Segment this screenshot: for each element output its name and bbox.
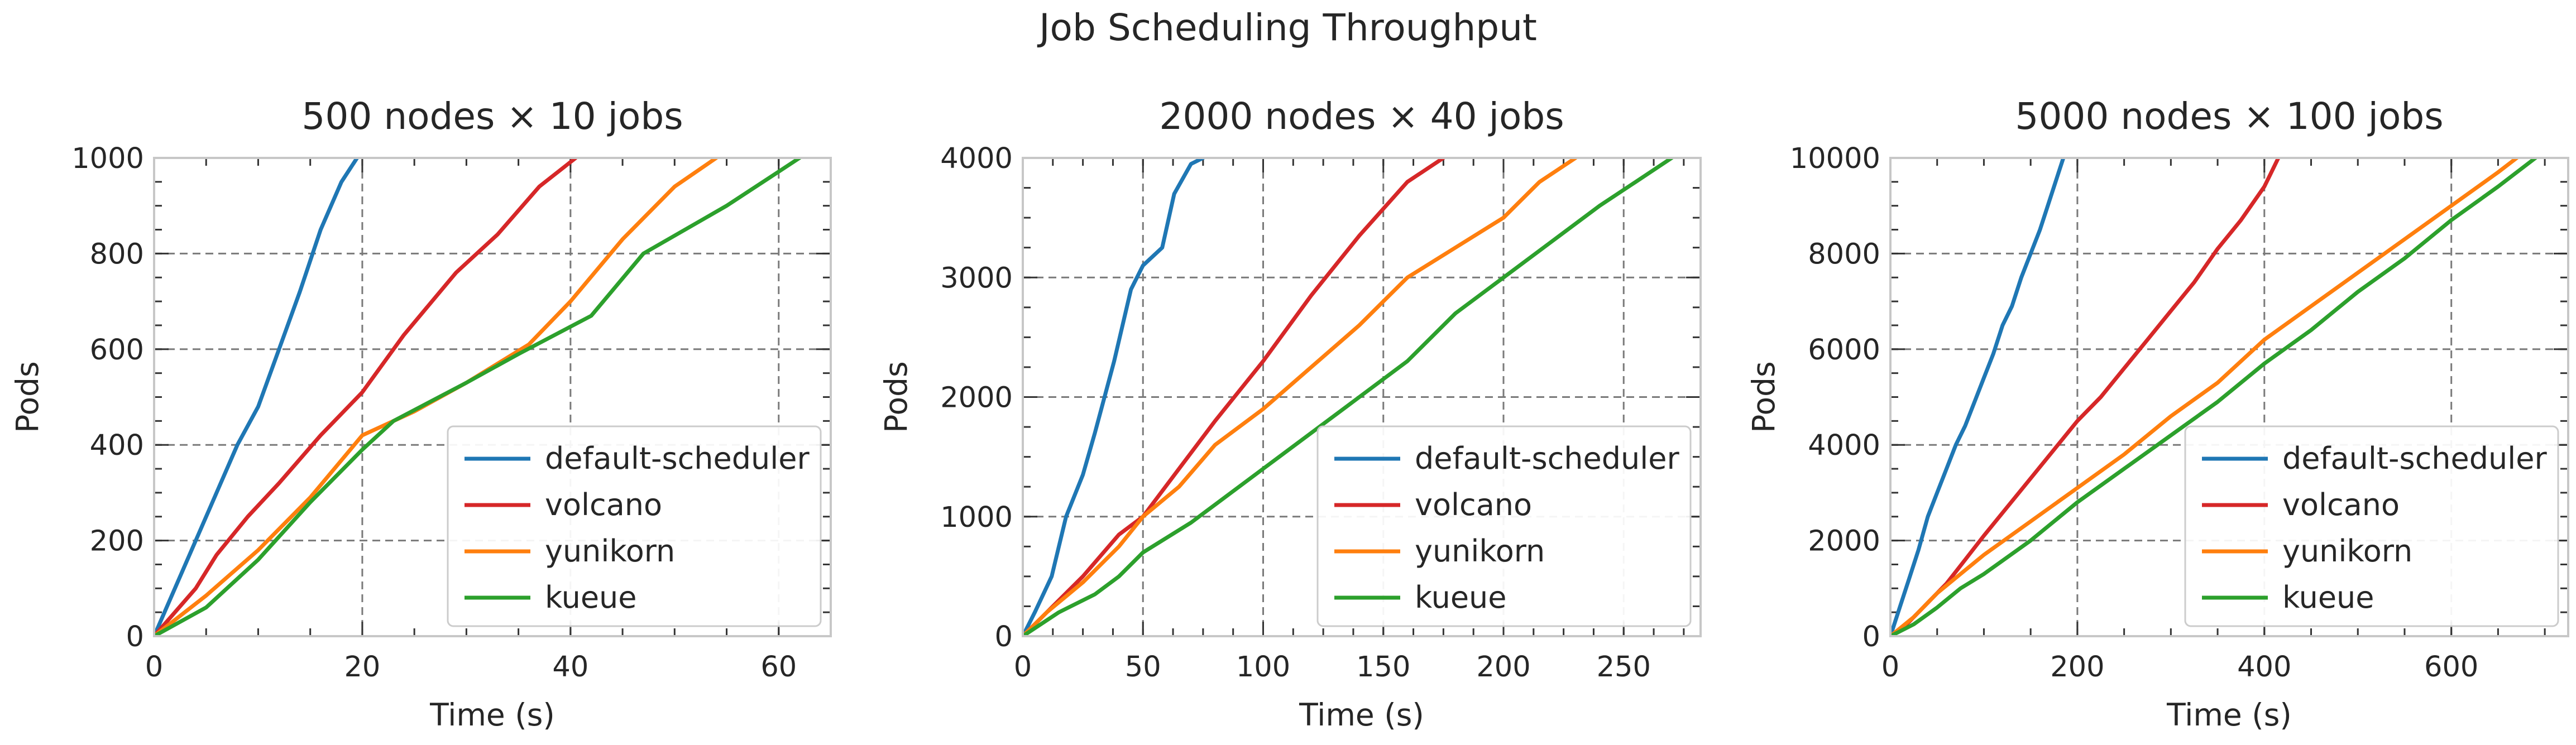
legend-entry-kueue: kueue: [1415, 580, 1507, 615]
x-tick-label: 60: [760, 651, 797, 684]
x-tick-label: 200: [1476, 651, 1530, 684]
y-tick-label: 10000: [1790, 142, 1880, 175]
x-tick-label: 0: [145, 651, 163, 684]
series-line-kueue: [154, 158, 802, 636]
x-tick-label: 20: [344, 651, 380, 684]
figure-title: Job Scheduling Throughput: [1037, 6, 1537, 49]
y-tick-label: 4000: [1808, 429, 1880, 462]
y-tick-label: 0: [126, 621, 144, 653]
legend: default-scheduler volcano yunikorn kueue: [2184, 425, 2559, 627]
y-axis-label: Pods: [1746, 361, 1782, 432]
series-line-volcano: [1023, 158, 1445, 636]
x-axis-label: Time (s): [429, 697, 555, 733]
x-tick-label: 200: [2050, 651, 2104, 684]
y-tick-label: 400: [90, 429, 144, 462]
x-tick-label: 400: [2237, 651, 2291, 684]
legend-entry-yunikorn: yunikorn: [1415, 533, 1545, 569]
panel-title: 500 nodes × 10 jobs: [301, 95, 683, 138]
y-tick-label: 6000: [1808, 334, 1880, 367]
panel-title: 5000 nodes × 100 jobs: [2015, 95, 2443, 138]
legend-box: [2184, 425, 2559, 627]
axis-ticks: 0 50 100 150 200 250 0 1000 2000 3000 4000: [940, 142, 1701, 684]
y-tick-label: 0: [1862, 621, 1880, 653]
y-tick-label: 0: [995, 621, 1013, 653]
chart-panel-2: 0 50 100 150 200 250 0 1000 2000 3000 4000 2000 nod…: [878, 95, 1702, 733]
axes-frame: [153, 157, 832, 637]
series-line-yunikorn: [1023, 158, 1578, 636]
x-tick-label: 600: [2424, 651, 2478, 684]
x-tick-label: 40: [552, 651, 588, 684]
y-tick-label: 2000: [1808, 525, 1880, 558]
legend-box: [447, 425, 822, 627]
minor-ticks: [1889, 157, 2568, 637]
legend: default-scheduler volcano yunikorn kueue: [1316, 425, 1692, 627]
y-axis-label: Pods: [878, 361, 914, 432]
y-tick-label: 800: [90, 238, 144, 271]
series-lines: [1023, 158, 1674, 636]
legend-entry-kueue: kueue: [2282, 580, 2374, 615]
x-tick-label: 250: [1597, 651, 1651, 684]
x-tick-label: 50: [1125, 651, 1161, 684]
series-line-kueue: [1023, 158, 1674, 636]
y-tick-label: 4000: [940, 142, 1013, 175]
legend-entry-kueue: kueue: [545, 580, 637, 615]
series-lines: [1890, 158, 2537, 636]
series-line-kueue: [1890, 158, 2537, 636]
axes-frame: [1889, 157, 2569, 637]
legend: default-scheduler volcano yunikorn kueue: [447, 425, 822, 627]
legend-entry-volcano: volcano: [545, 487, 662, 522]
series-line-default-scheduler: [154, 158, 360, 636]
series-lines: [154, 158, 802, 636]
legend-entry-default-scheduler: default-scheduler: [1415, 441, 1679, 476]
y-tick-label: 200: [90, 525, 144, 558]
x-axis-label: Time (s): [1299, 697, 1424, 733]
x-tick-label: 150: [1356, 651, 1410, 684]
y-tick-label: 3000: [940, 262, 1013, 295]
y-tick-label: 2000: [940, 382, 1013, 415]
legend-entry-yunikorn: yunikorn: [545, 533, 675, 569]
legend-entry-default-scheduler: default-scheduler: [2282, 441, 2547, 476]
series-line-yunikorn: [1890, 158, 2519, 636]
y-axis-label: Pods: [9, 361, 45, 432]
x-tick-label: 0: [1881, 651, 1899, 684]
y-tick-label: 1000: [940, 501, 1013, 534]
legend-entry-default-scheduler: default-scheduler: [545, 441, 810, 476]
x-axis-label: Time (s): [2166, 697, 2292, 733]
legend-entry-yunikorn: yunikorn: [2282, 533, 2412, 569]
x-tick-label: 0: [1014, 651, 1032, 684]
axes-frame: [1022, 157, 1702, 637]
legend-entry-volcano: volcano: [2282, 487, 2400, 522]
series-line-volcano: [154, 158, 578, 636]
y-tick-label: 600: [90, 334, 144, 367]
legend-box: [1316, 425, 1692, 627]
series-line-default-scheduler: [1023, 158, 1205, 636]
y-tick-label: 1000: [71, 142, 144, 175]
x-tick-label: 100: [1236, 651, 1290, 684]
panel-title: 2000 nodes × 40 jobs: [1159, 95, 1564, 138]
series-line-default-scheduler: [1890, 158, 2066, 636]
legend-entry-volcano: volcano: [1415, 487, 1532, 522]
y-tick-label: 8000: [1808, 238, 1880, 271]
